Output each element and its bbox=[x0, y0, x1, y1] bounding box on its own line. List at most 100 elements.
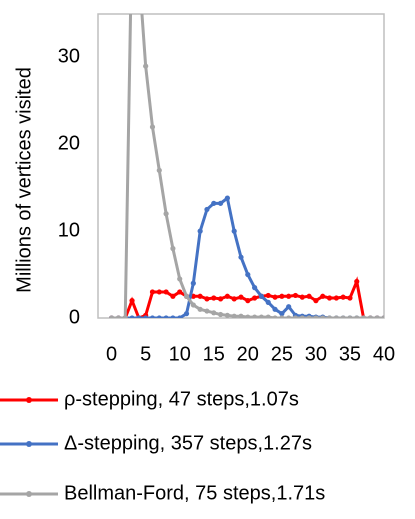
data-point bbox=[265, 292, 271, 299]
data-point bbox=[252, 314, 258, 318]
data-point bbox=[129, 298, 135, 304]
data-point bbox=[245, 298, 251, 304]
data-point bbox=[313, 298, 319, 304]
data-point bbox=[149, 315, 156, 318]
data-point bbox=[245, 271, 251, 278]
data-point bbox=[333, 295, 339, 301]
data-point bbox=[340, 294, 346, 300]
data-point bbox=[367, 315, 373, 318]
data-point bbox=[238, 294, 244, 300]
data-point bbox=[272, 306, 278, 312]
data-point bbox=[320, 293, 326, 299]
data-point bbox=[156, 167, 162, 173]
data-point bbox=[286, 293, 292, 299]
data-point bbox=[299, 315, 305, 318]
data-point bbox=[115, 315, 122, 318]
data-point bbox=[374, 315, 380, 318]
data-point bbox=[177, 276, 183, 282]
data-point bbox=[190, 302, 196, 308]
data-point bbox=[340, 315, 346, 318]
data-point bbox=[136, 315, 142, 318]
data-point bbox=[354, 278, 360, 285]
data-point bbox=[231, 313, 237, 318]
data-point bbox=[326, 295, 333, 301]
plot-area bbox=[109, 14, 384, 318]
data-point bbox=[238, 254, 244, 260]
data-point bbox=[320, 315, 326, 318]
data-point bbox=[313, 315, 319, 318]
x-tick-label: 10 bbox=[169, 343, 191, 365]
data-point bbox=[292, 315, 299, 318]
data-point bbox=[347, 295, 353, 301]
x-tick-label: 30 bbox=[305, 343, 327, 365]
data-point bbox=[163, 211, 169, 217]
legend-label: Bellman-Ford, 75 steps,1.71s bbox=[64, 482, 325, 504]
data-point bbox=[170, 315, 176, 318]
data-point bbox=[299, 294, 305, 300]
y-axis-label: Millions of vertices visited bbox=[13, 67, 35, 293]
data-point bbox=[286, 304, 292, 310]
data-point bbox=[211, 200, 217, 206]
data-point bbox=[265, 314, 271, 318]
data-point bbox=[245, 314, 251, 318]
data-point bbox=[252, 285, 258, 291]
y-tick-label: 30 bbox=[58, 46, 80, 68]
data-point bbox=[197, 306, 203, 312]
x-tick-label: 35 bbox=[339, 343, 361, 365]
x-tick-label: 40 bbox=[373, 343, 395, 365]
legend-label: ρ-stepping, 47 steps,1.07s bbox=[64, 388, 299, 410]
data-point bbox=[360, 315, 367, 318]
data-point bbox=[183, 311, 190, 317]
data-point bbox=[156, 315, 162, 318]
data-point bbox=[149, 289, 156, 295]
data-point bbox=[190, 280, 196, 286]
data-point bbox=[163, 315, 169, 318]
data-point bbox=[292, 292, 299, 299]
legend-label: Δ-stepping, 357 steps,1.27s bbox=[64, 432, 312, 454]
data-point bbox=[217, 200, 224, 206]
data-point bbox=[354, 315, 360, 318]
data-point bbox=[149, 124, 156, 130]
data-point bbox=[265, 299, 271, 305]
data-point bbox=[163, 289, 169, 295]
data-point bbox=[170, 245, 176, 252]
data-point bbox=[177, 315, 183, 318]
data-point bbox=[231, 228, 237, 234]
legend-marker bbox=[26, 441, 32, 447]
data-point bbox=[272, 315, 278, 318]
y-tick-label: 0 bbox=[69, 306, 80, 328]
data-point bbox=[258, 293, 265, 299]
legend-marker bbox=[26, 397, 32, 403]
data-point bbox=[224, 293, 230, 299]
x-tick-label: 5 bbox=[140, 343, 151, 365]
data-point bbox=[326, 315, 333, 318]
data-point bbox=[211, 295, 217, 301]
data-point bbox=[143, 315, 149, 318]
data-point bbox=[197, 293, 203, 299]
data-point bbox=[272, 294, 278, 300]
data-point bbox=[347, 315, 353, 318]
series-line bbox=[111, 14, 384, 318]
data-point bbox=[109, 315, 115, 318]
data-point bbox=[306, 293, 312, 299]
data-point bbox=[177, 289, 183, 295]
data-point bbox=[211, 310, 217, 316]
data-point bbox=[156, 289, 162, 295]
data-point bbox=[224, 312, 230, 318]
x-tick-label: 15 bbox=[203, 343, 225, 365]
data-point bbox=[183, 293, 190, 299]
data-point bbox=[286, 315, 292, 318]
plot-frame bbox=[97, 13, 385, 319]
data-point bbox=[238, 313, 244, 318]
data-point bbox=[231, 296, 237, 302]
data-point bbox=[252, 295, 258, 301]
legend-marker bbox=[26, 491, 32, 497]
y-tick-label: 20 bbox=[58, 133, 80, 155]
x-tick-label: 20 bbox=[237, 343, 259, 365]
data-point bbox=[333, 315, 339, 318]
data-point bbox=[204, 206, 210, 213]
data-point bbox=[143, 63, 149, 69]
data-point bbox=[258, 314, 265, 318]
data-point bbox=[279, 293, 285, 299]
